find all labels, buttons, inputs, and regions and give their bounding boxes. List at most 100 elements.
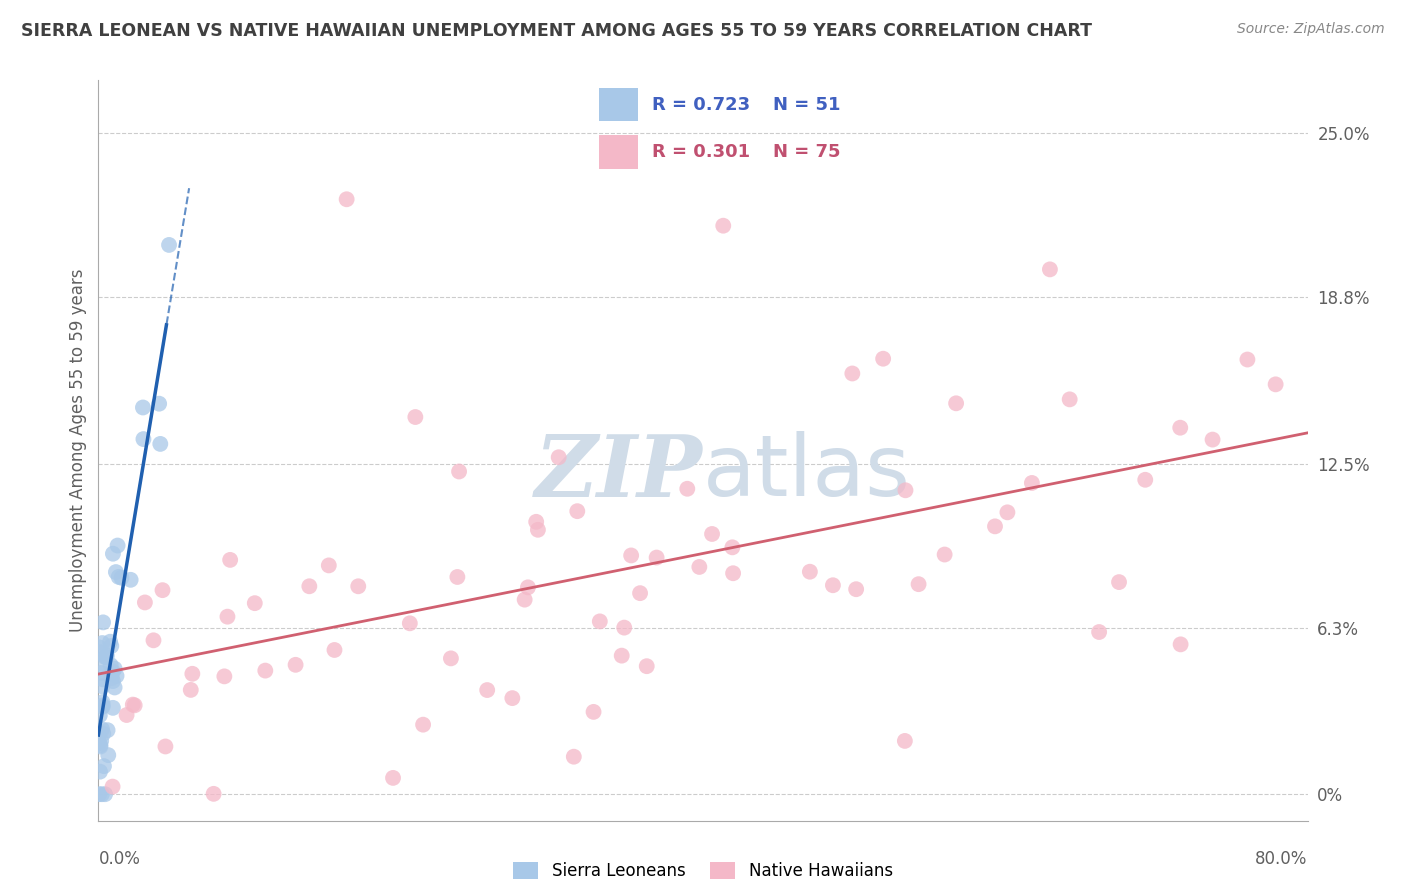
Point	[90, 657, 112, 671]
Point	[104, 681, 127, 695]
Point	[894, 483, 917, 498]
Point	[149, 437, 172, 451]
Point	[142, 633, 165, 648]
Point	[132, 401, 155, 415]
Point	[96, 648, 118, 663]
Point	[89, 645, 111, 659]
Point	[91, 698, 114, 713]
Point	[91, 695, 114, 709]
Point	[219, 553, 242, 567]
Point	[214, 669, 236, 683]
Point	[582, 705, 605, 719]
Point	[94, 650, 117, 665]
Point	[104, 662, 127, 676]
Point	[711, 219, 734, 233]
Point	[91, 673, 114, 687]
Point	[101, 665, 124, 679]
Point	[997, 505, 1019, 519]
Point	[91, 636, 114, 650]
Point	[1039, 262, 1062, 277]
Point	[89, 787, 111, 801]
Point	[91, 679, 114, 693]
Point	[1088, 625, 1111, 640]
Point	[1201, 433, 1223, 447]
Point	[477, 683, 499, 698]
Point	[907, 577, 929, 591]
Text: N = 75: N = 75	[773, 143, 841, 161]
Point	[89, 708, 111, 723]
Point	[1135, 473, 1157, 487]
Point	[148, 397, 170, 411]
Point	[412, 717, 434, 731]
Point	[157, 238, 180, 252]
Point	[516, 580, 538, 594]
Point	[872, 351, 894, 366]
Point	[91, 727, 114, 741]
Point	[98, 634, 121, 648]
Point	[97, 748, 120, 763]
Point	[87, 640, 110, 655]
Point	[100, 671, 122, 685]
Point	[628, 586, 651, 600]
Point	[721, 566, 744, 581]
Point	[589, 615, 612, 629]
Point	[105, 669, 128, 683]
Point	[513, 592, 536, 607]
Point	[527, 523, 550, 537]
Text: N = 51: N = 51	[773, 95, 841, 114]
Text: atlas: atlas	[703, 431, 911, 514]
Point	[120, 573, 142, 587]
Point	[336, 192, 359, 206]
Text: Source: ZipAtlas.com: Source: ZipAtlas.com	[1237, 22, 1385, 37]
Point	[382, 771, 405, 785]
Point	[547, 450, 569, 465]
Point	[323, 643, 346, 657]
Point	[620, 549, 643, 563]
Point	[894, 734, 917, 748]
Point	[1059, 392, 1081, 407]
Point	[101, 674, 124, 689]
Point	[1236, 352, 1258, 367]
Point	[934, 548, 956, 562]
Bar	[599, 136, 638, 169]
Point	[1168, 420, 1191, 434]
Point	[87, 736, 110, 750]
Point	[217, 609, 239, 624]
Point	[94, 787, 117, 801]
Point	[132, 432, 155, 446]
Legend: Sierra Leoneans, Native Hawaiians: Sierra Leoneans, Native Hawaiians	[506, 855, 900, 887]
Point	[945, 396, 967, 410]
Point	[284, 657, 307, 672]
Point	[100, 658, 122, 673]
Point	[107, 570, 129, 584]
Point	[821, 578, 844, 592]
Point	[799, 565, 821, 579]
Point	[101, 780, 124, 794]
Point	[254, 664, 277, 678]
Point	[97, 723, 120, 738]
Point	[89, 738, 111, 752]
Point	[90, 665, 112, 680]
Text: 80.0%: 80.0%	[1256, 850, 1308, 868]
Text: SIERRA LEONEAN VS NATIVE HAWAIIAN UNEMPLOYMENT AMONG AGES 55 TO 59 YEARS CORRELA: SIERRA LEONEAN VS NATIVE HAWAIIAN UNEMPL…	[21, 22, 1092, 40]
Point	[318, 558, 340, 573]
Point	[101, 547, 124, 561]
Point	[841, 367, 863, 381]
Point	[124, 698, 146, 713]
Point	[93, 759, 115, 773]
Point	[90, 734, 112, 748]
Point	[91, 723, 114, 737]
Point	[155, 739, 177, 754]
Point	[91, 615, 114, 630]
Point	[700, 527, 723, 541]
Point	[449, 465, 471, 479]
Point	[1021, 475, 1043, 490]
Point	[180, 682, 202, 697]
Point	[1108, 575, 1130, 590]
Point	[121, 698, 143, 712]
Bar	[599, 88, 638, 121]
Point	[90, 787, 112, 801]
Point	[101, 701, 124, 715]
Text: ZIP: ZIP	[536, 431, 703, 515]
Point	[446, 570, 468, 584]
